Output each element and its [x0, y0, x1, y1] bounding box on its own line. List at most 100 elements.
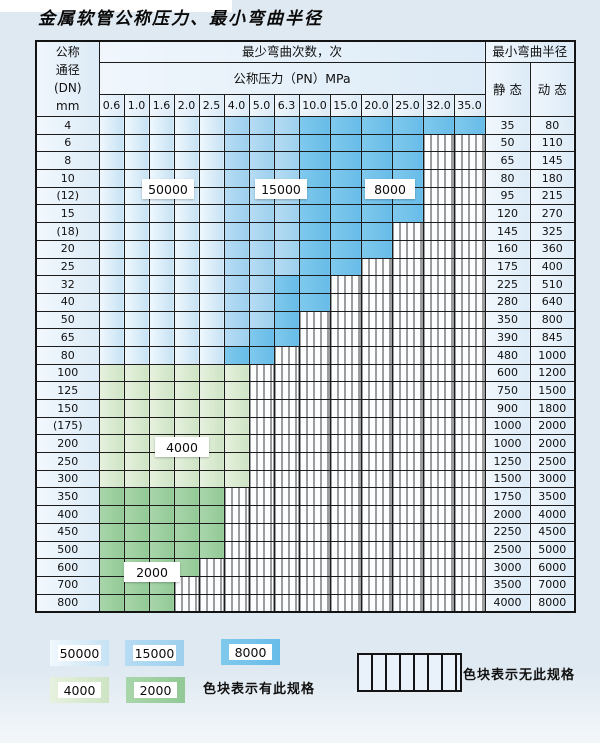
- matrix-cell-g2: [123, 505, 150, 524]
- dn-header-line: mm: [56, 99, 80, 113]
- matrix-cell-h: [360, 575, 393, 595]
- matrix-cell-b3: [273, 275, 300, 294]
- matrix-cell-h: [453, 522, 486, 542]
- matrix-cell-g1: [223, 381, 250, 400]
- matrix-cell-g2: [98, 593, 125, 613]
- matrix-cell-h: [298, 328, 331, 347]
- matrix-cell-h: [360, 328, 393, 347]
- matrix-cell-h: [422, 452, 455, 471]
- dn-cell: 6: [35, 133, 100, 153]
- dn-cell: 700: [35, 575, 100, 595]
- matrix-cell-h: [453, 381, 486, 400]
- matrix-cell-h: [223, 540, 250, 560]
- matrix-cell-b1: [198, 239, 225, 259]
- matrix-cell-h: [298, 416, 331, 436]
- matrix-cell-b1: [173, 133, 200, 153]
- dn-cell: 350: [35, 487, 100, 507]
- dynamic-cell: 1200: [529, 363, 576, 383]
- matrix-cell-b2: [223, 169, 250, 188]
- table-row: 200 1000 2000: [35, 434, 576, 454]
- matrix-cell-h: [360, 505, 393, 524]
- matrix-cell-h: [453, 575, 486, 595]
- matrix-cell-b1: [173, 204, 200, 224]
- table-row: 100 600 1200: [35, 363, 576, 383]
- matrix-cell-h: [453, 310, 486, 330]
- matrix-cell-b1: [98, 328, 125, 347]
- matrix-cell-h: [248, 434, 275, 454]
- legend-hatch-box: [357, 653, 462, 692]
- matrix-cell-h: [248, 593, 275, 613]
- matrix-cell-h: [422, 275, 455, 294]
- legend-swatch-8000: 8000: [221, 639, 280, 665]
- dynamic-cell: 400: [529, 257, 576, 277]
- matrix-cell-h: [329, 381, 362, 400]
- matrix-value-label-4000: 4000: [155, 437, 209, 457]
- matrix-cell-h: [273, 399, 300, 418]
- matrix-cell-h: [453, 204, 486, 224]
- matrix-cell-h: [223, 558, 250, 577]
- matrix-cell-h: [360, 292, 393, 312]
- matrix-cell-b1: [173, 239, 200, 259]
- table-row: 300 1500 3000: [35, 469, 576, 489]
- pressure-col-header: 20.0: [360, 94, 393, 117]
- dynamic-cell: 180: [529, 169, 576, 188]
- matrix-cell-b2: [223, 222, 250, 241]
- matrix-cell-b2: [248, 133, 275, 153]
- table-row: 50 350 800: [35, 310, 576, 330]
- matrix-cell-b3: [273, 292, 300, 312]
- dynamic-cell: 4500: [529, 522, 576, 542]
- matrix-cell-h: [329, 505, 362, 524]
- table-row: 400 2000 4000: [35, 505, 576, 524]
- dynamic-cell: 7000: [529, 575, 576, 595]
- matrix-cell-b1: [98, 151, 125, 171]
- matrix-cell-h: [248, 416, 275, 436]
- matrix-cell-h: [223, 487, 250, 507]
- matrix-cell-h: [360, 487, 393, 507]
- matrix-cell-h: [273, 416, 300, 436]
- matrix-cell-h: [422, 487, 455, 507]
- dn-cell: 50: [35, 310, 100, 330]
- matrix-cell-b1: [198, 204, 225, 224]
- matrix-cell-h: [360, 399, 393, 418]
- matrix-cell-b3: [329, 239, 362, 259]
- static-cell: 145: [484, 222, 531, 241]
- matrix-cell-g1: [173, 363, 200, 383]
- matrix-cell-h: [248, 575, 275, 595]
- matrix-cell-h: [360, 593, 393, 613]
- matrix-cell-h: [391, 469, 424, 489]
- matrix-cell-b1: [198, 345, 225, 365]
- matrix-cell-h: [391, 310, 424, 330]
- legend-swatch-value: 2000: [134, 682, 177, 698]
- matrix-cell-g1: [223, 434, 250, 454]
- matrix-cell-g1: [148, 363, 175, 383]
- matrix-cell-b1: [123, 275, 150, 294]
- matrix-cell-h: [173, 593, 200, 613]
- matrix-cell-b1: [123, 292, 150, 312]
- matrix-cell-b1: [123, 310, 150, 330]
- matrix-cell-b3: [248, 345, 275, 365]
- matrix-cell-g1: [198, 381, 225, 400]
- dn-cell: 10: [35, 169, 100, 188]
- pressure-col-header: 5.0: [248, 94, 275, 117]
- matrix-cell-b1: [148, 257, 175, 277]
- matrix-cell-b3: [273, 328, 300, 347]
- matrix-cell-b3: [273, 310, 300, 330]
- dynamic-cell: 2500: [529, 452, 576, 471]
- matrix-cell-g2: [173, 505, 200, 524]
- matrix-cell-h: [298, 593, 331, 613]
- matrix-cell-b1: [98, 133, 125, 153]
- matrix-cell-b1: [198, 133, 225, 153]
- matrix-value-label-15000: 15000: [255, 179, 307, 199]
- matrix-cell-b1: [98, 292, 125, 312]
- static-cell: 480: [484, 345, 531, 365]
- static-cell: 80: [484, 169, 531, 188]
- matrix-cell-h: [422, 292, 455, 312]
- static-cell: 900: [484, 399, 531, 418]
- matrix-cell-g1: [123, 363, 150, 383]
- matrix-cell-b1: [173, 310, 200, 330]
- matrix-cell-g2: [198, 487, 225, 507]
- pressure-col-header: 2.5: [198, 94, 225, 117]
- matrix-cell-h: [273, 487, 300, 507]
- table-row: 350 1750 3500: [35, 487, 576, 507]
- matrix-cell-h: [360, 310, 393, 330]
